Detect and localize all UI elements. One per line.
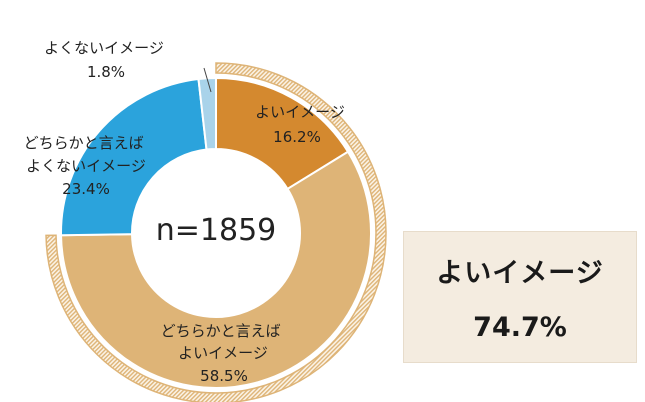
slice-label-somewhat-bad: どちらかと言えば よくないイメージ xyxy=(24,134,149,175)
slice-value-good: 16.2% xyxy=(273,128,321,146)
small-slice-leader-line xyxy=(203,67,212,93)
slice-value-somewhat-bad: 23.4% xyxy=(62,180,110,198)
slice-label-somewhat-good-line2: よいイメージ xyxy=(178,344,268,362)
slice-1 xyxy=(59,150,372,389)
slice-label-somewhat-bad-line2: よくないイメージ xyxy=(26,157,146,175)
slice-label-somewhat-good: どちらかと言えば よいイメージ xyxy=(161,322,286,362)
slice-label-bad: よくないイメージ xyxy=(44,39,164,57)
sample-size-label: n=1859 xyxy=(156,213,277,248)
slice-3 xyxy=(197,76,217,151)
slice-label-good: よいイメージ xyxy=(255,103,345,121)
highlight-ring xyxy=(45,62,387,402)
slice-value-somewhat-good: 58.5% xyxy=(200,367,248,385)
highlight-ring-arc xyxy=(45,62,387,402)
slice-label-somewhat-bad-line1: どちらかと言えば xyxy=(24,134,144,152)
slice-value-bad: 1.8% xyxy=(87,63,125,81)
summary-value: 74.7% xyxy=(473,312,567,343)
summary-label: よいイメージ xyxy=(436,258,604,289)
slice-2 xyxy=(60,77,208,237)
donut-slices xyxy=(59,76,372,389)
summary-box: よいイメージ 74.7% xyxy=(403,231,637,363)
slice-label-somewhat-good-line1: どちらかと言えば xyxy=(161,322,281,340)
